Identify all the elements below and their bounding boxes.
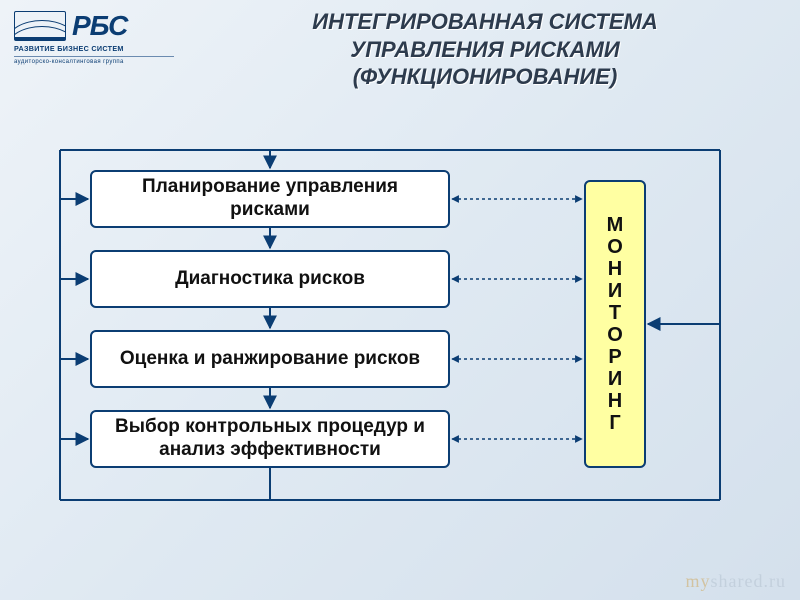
process-box-1: Планирование управления рисками (90, 170, 450, 228)
logo: РБС РАЗВИТИЕ БИЗНЕС СИСТЕМ аудиторско-ко… (14, 10, 174, 65)
process-box-3: Оценка и ранжирование рисков (90, 330, 450, 388)
diagram: Планирование управления рисками Диагност… (0, 140, 800, 600)
logo-name: РБС (72, 10, 127, 42)
process-box-2: Диагностика рисков (90, 250, 450, 308)
logo-subtitle: РАЗВИТИЕ БИЗНЕС СИСТЕМ (14, 44, 174, 53)
process-box-label: Диагностика рисков (175, 268, 365, 291)
process-box-label: Планирование управления рисками (102, 176, 438, 222)
watermark: myshared.ru (686, 571, 787, 592)
process-box-label: Выбор контрольных процедур и анализ эффе… (102, 416, 438, 462)
logo-tagline: аудиторско-консалтинговая группа (14, 56, 174, 65)
watermark-suffix: shared.ru (711, 571, 786, 591)
monitor-box: МОНИТОРИНГ (584, 180, 646, 468)
process-box-4: Выбор контрольных процедур и анализ эффе… (90, 410, 450, 468)
slide-title: ИНТЕГРИРОВАННАЯ СИСТЕМА УПРАВЛЕНИЯ РИСКА… (200, 8, 770, 91)
logo-icon (14, 11, 66, 41)
monitor-box-label: МОНИТОРИНГ (605, 214, 625, 434)
watermark-prefix: my (686, 571, 711, 591)
process-box-label: Оценка и ранжирование рисков (120, 348, 420, 371)
